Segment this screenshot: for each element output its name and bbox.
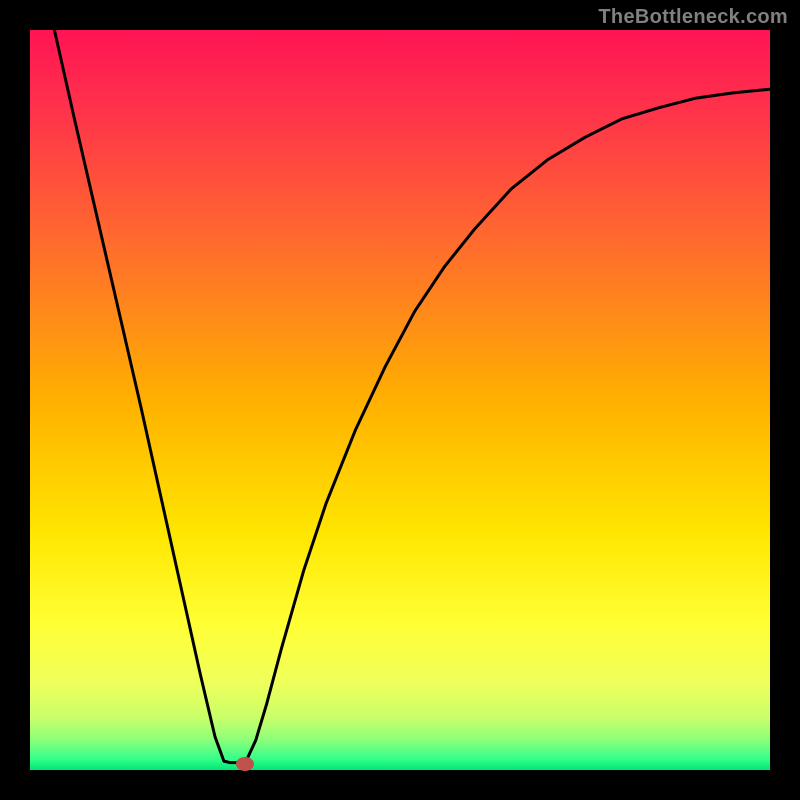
optimum-marker bbox=[236, 757, 254, 771]
bottleneck-curve bbox=[54, 30, 770, 763]
chart-container: TheBottleneck.com bbox=[0, 0, 800, 800]
curve-layer bbox=[30, 30, 770, 770]
watermark-text: TheBottleneck.com bbox=[598, 6, 788, 29]
plot-area bbox=[30, 30, 770, 770]
